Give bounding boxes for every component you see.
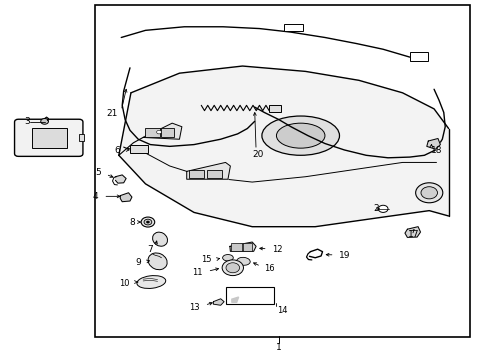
Text: 17: 17 <box>408 230 419 240</box>
FancyBboxPatch shape <box>231 243 242 251</box>
FancyBboxPatch shape <box>188 170 204 178</box>
Ellipse shape <box>136 276 166 288</box>
Bar <box>226 287 273 304</box>
Circle shape <box>415 183 442 203</box>
Text: 3: 3 <box>24 117 30 126</box>
Polygon shape <box>213 299 224 305</box>
Polygon shape <box>426 139 439 149</box>
Polygon shape <box>120 193 132 202</box>
FancyBboxPatch shape <box>15 119 83 156</box>
Bar <box>269 105 281 112</box>
Ellipse shape <box>152 232 167 246</box>
Text: 12: 12 <box>271 245 282 254</box>
Text: 15: 15 <box>200 255 211 265</box>
Ellipse shape <box>261 116 339 155</box>
Text: 5: 5 <box>95 167 101 177</box>
Ellipse shape <box>148 253 167 270</box>
Polygon shape <box>404 227 420 237</box>
Polygon shape <box>229 242 256 251</box>
Polygon shape <box>119 66 448 227</box>
Polygon shape <box>231 297 238 302</box>
Text: 2: 2 <box>373 204 378 213</box>
Bar <box>94 5 469 337</box>
FancyBboxPatch shape <box>78 134 84 141</box>
Bar <box>283 24 302 31</box>
Text: 10: 10 <box>119 278 129 288</box>
Text: 19: 19 <box>338 251 349 260</box>
Text: 7: 7 <box>147 245 152 255</box>
Ellipse shape <box>222 255 233 261</box>
Circle shape <box>146 221 149 223</box>
Text: 21: 21 <box>106 109 117 118</box>
Ellipse shape <box>236 257 250 265</box>
Text: 9: 9 <box>135 258 140 267</box>
Ellipse shape <box>276 123 324 148</box>
Text: 20: 20 <box>252 150 263 159</box>
Polygon shape <box>115 175 126 183</box>
Text: 1: 1 <box>275 342 281 352</box>
Text: 4: 4 <box>92 192 98 201</box>
Circle shape <box>156 130 161 134</box>
Circle shape <box>144 219 151 225</box>
Polygon shape <box>143 123 182 139</box>
Circle shape <box>222 260 243 276</box>
Text: 11: 11 <box>192 268 202 277</box>
Text: 14: 14 <box>277 306 287 315</box>
Circle shape <box>378 205 387 212</box>
Text: 13: 13 <box>189 303 199 312</box>
Bar <box>130 145 148 153</box>
Text: 18: 18 <box>430 146 441 155</box>
Text: 16: 16 <box>264 264 274 273</box>
FancyBboxPatch shape <box>161 128 174 137</box>
FancyBboxPatch shape <box>206 170 222 178</box>
Bar <box>409 52 427 61</box>
Circle shape <box>420 187 437 199</box>
FancyBboxPatch shape <box>242 243 252 251</box>
Text: 8: 8 <box>129 217 135 227</box>
FancyBboxPatch shape <box>32 128 67 148</box>
FancyBboxPatch shape <box>145 128 159 137</box>
Circle shape <box>41 119 48 124</box>
Text: 6: 6 <box>114 146 120 155</box>
Circle shape <box>226 263 239 273</box>
Circle shape <box>141 217 154 227</box>
Polygon shape <box>186 162 230 179</box>
